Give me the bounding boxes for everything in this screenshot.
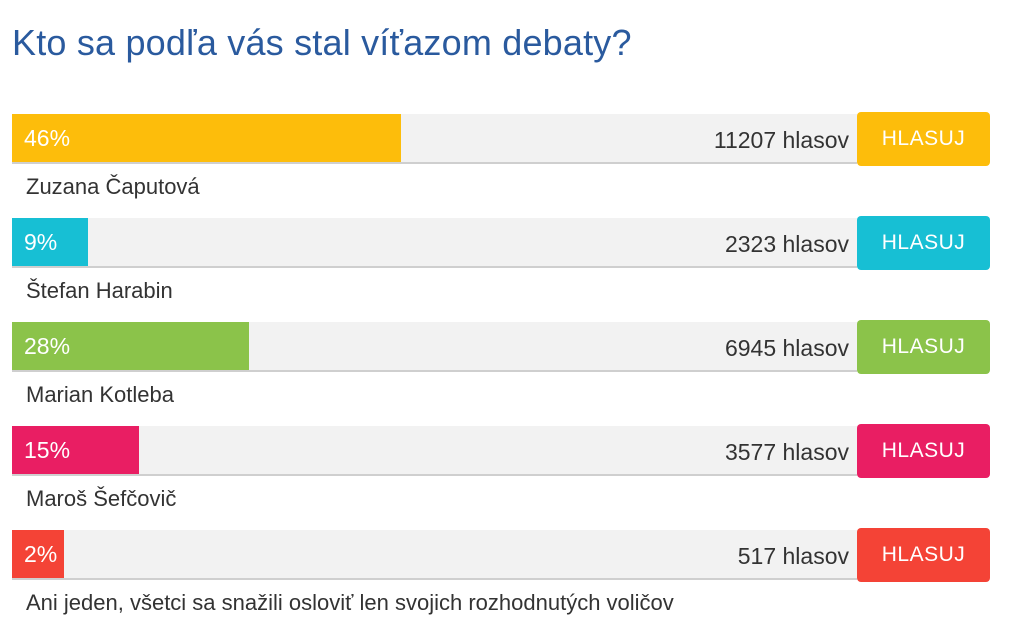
vote-button[interactable]: HLASUJ bbox=[857, 320, 990, 374]
vote-button[interactable]: HLASUJ bbox=[857, 424, 990, 478]
option-label: Maroš Šefčovič bbox=[26, 486, 177, 511]
result-bar-track: 9% 2323 hlasov bbox=[12, 218, 857, 268]
vote-count: 2323 hlasov bbox=[724, 231, 849, 257]
poll-options: 46% 11207 hlasov HLASUJ Zuzana Čaputová … bbox=[12, 112, 992, 632]
result-bar-fill bbox=[12, 322, 249, 370]
poll-option-kotleba: 28% 6945 hlasov HLASUJ Marian Kotleba bbox=[12, 320, 992, 424]
percent-label: 9% bbox=[24, 229, 58, 255]
poll-option-sefcovic: 15% 3577 hlasov HLASUJ Maroš Šefčovič bbox=[12, 424, 992, 528]
vote-count: 6945 hlasov bbox=[724, 335, 849, 361]
result-bar-track: 15% 3577 hlasov bbox=[12, 426, 857, 476]
percent-label: 28% bbox=[24, 333, 71, 359]
result-bar-track: 46% 11207 hlasov bbox=[12, 114, 857, 164]
percent-label: 15% bbox=[24, 437, 71, 463]
result-bar-fill bbox=[12, 530, 64, 578]
percent-label: 2% bbox=[24, 541, 58, 567]
poll-title: Kto sa podľa vás stal víťazom debaty? bbox=[12, 22, 632, 63]
poll-option-harabin: 9% 2323 hlasov HLASUJ Štefan Harabin bbox=[12, 216, 992, 320]
percent-label: 46% bbox=[24, 125, 71, 151]
result-bar-fill bbox=[12, 426, 139, 474]
option-label: Marian Kotleba bbox=[26, 382, 174, 407]
vote-button[interactable]: HLASUJ bbox=[857, 112, 990, 166]
vote-count: 517 hlasov bbox=[737, 543, 849, 569]
result-bar-fill bbox=[12, 218, 89, 266]
option-label: Ani jeden, všetci sa snažili osloviť len… bbox=[26, 590, 674, 615]
vote-count: 3577 hlasov bbox=[724, 439, 849, 465]
poll-option-caputova: 46% 11207 hlasov HLASUJ Zuzana Čaputová bbox=[12, 112, 992, 216]
option-label: Štefan Harabin bbox=[26, 278, 173, 303]
result-bar-track: 28% 6945 hlasov bbox=[12, 322, 857, 372]
vote-count: 11207 hlasov bbox=[713, 127, 849, 153]
vote-button[interactable]: HLASUJ bbox=[857, 528, 990, 582]
result-bar-fill bbox=[12, 114, 401, 162]
option-label: Zuzana Čaputová bbox=[26, 174, 200, 199]
vote-button[interactable]: HLASUJ bbox=[857, 216, 990, 270]
poll-option-none: 2% 517 hlasov HLASUJ Ani jeden, všetci s… bbox=[12, 528, 992, 632]
result-bar-track: 2% 517 hlasov bbox=[12, 530, 857, 580]
